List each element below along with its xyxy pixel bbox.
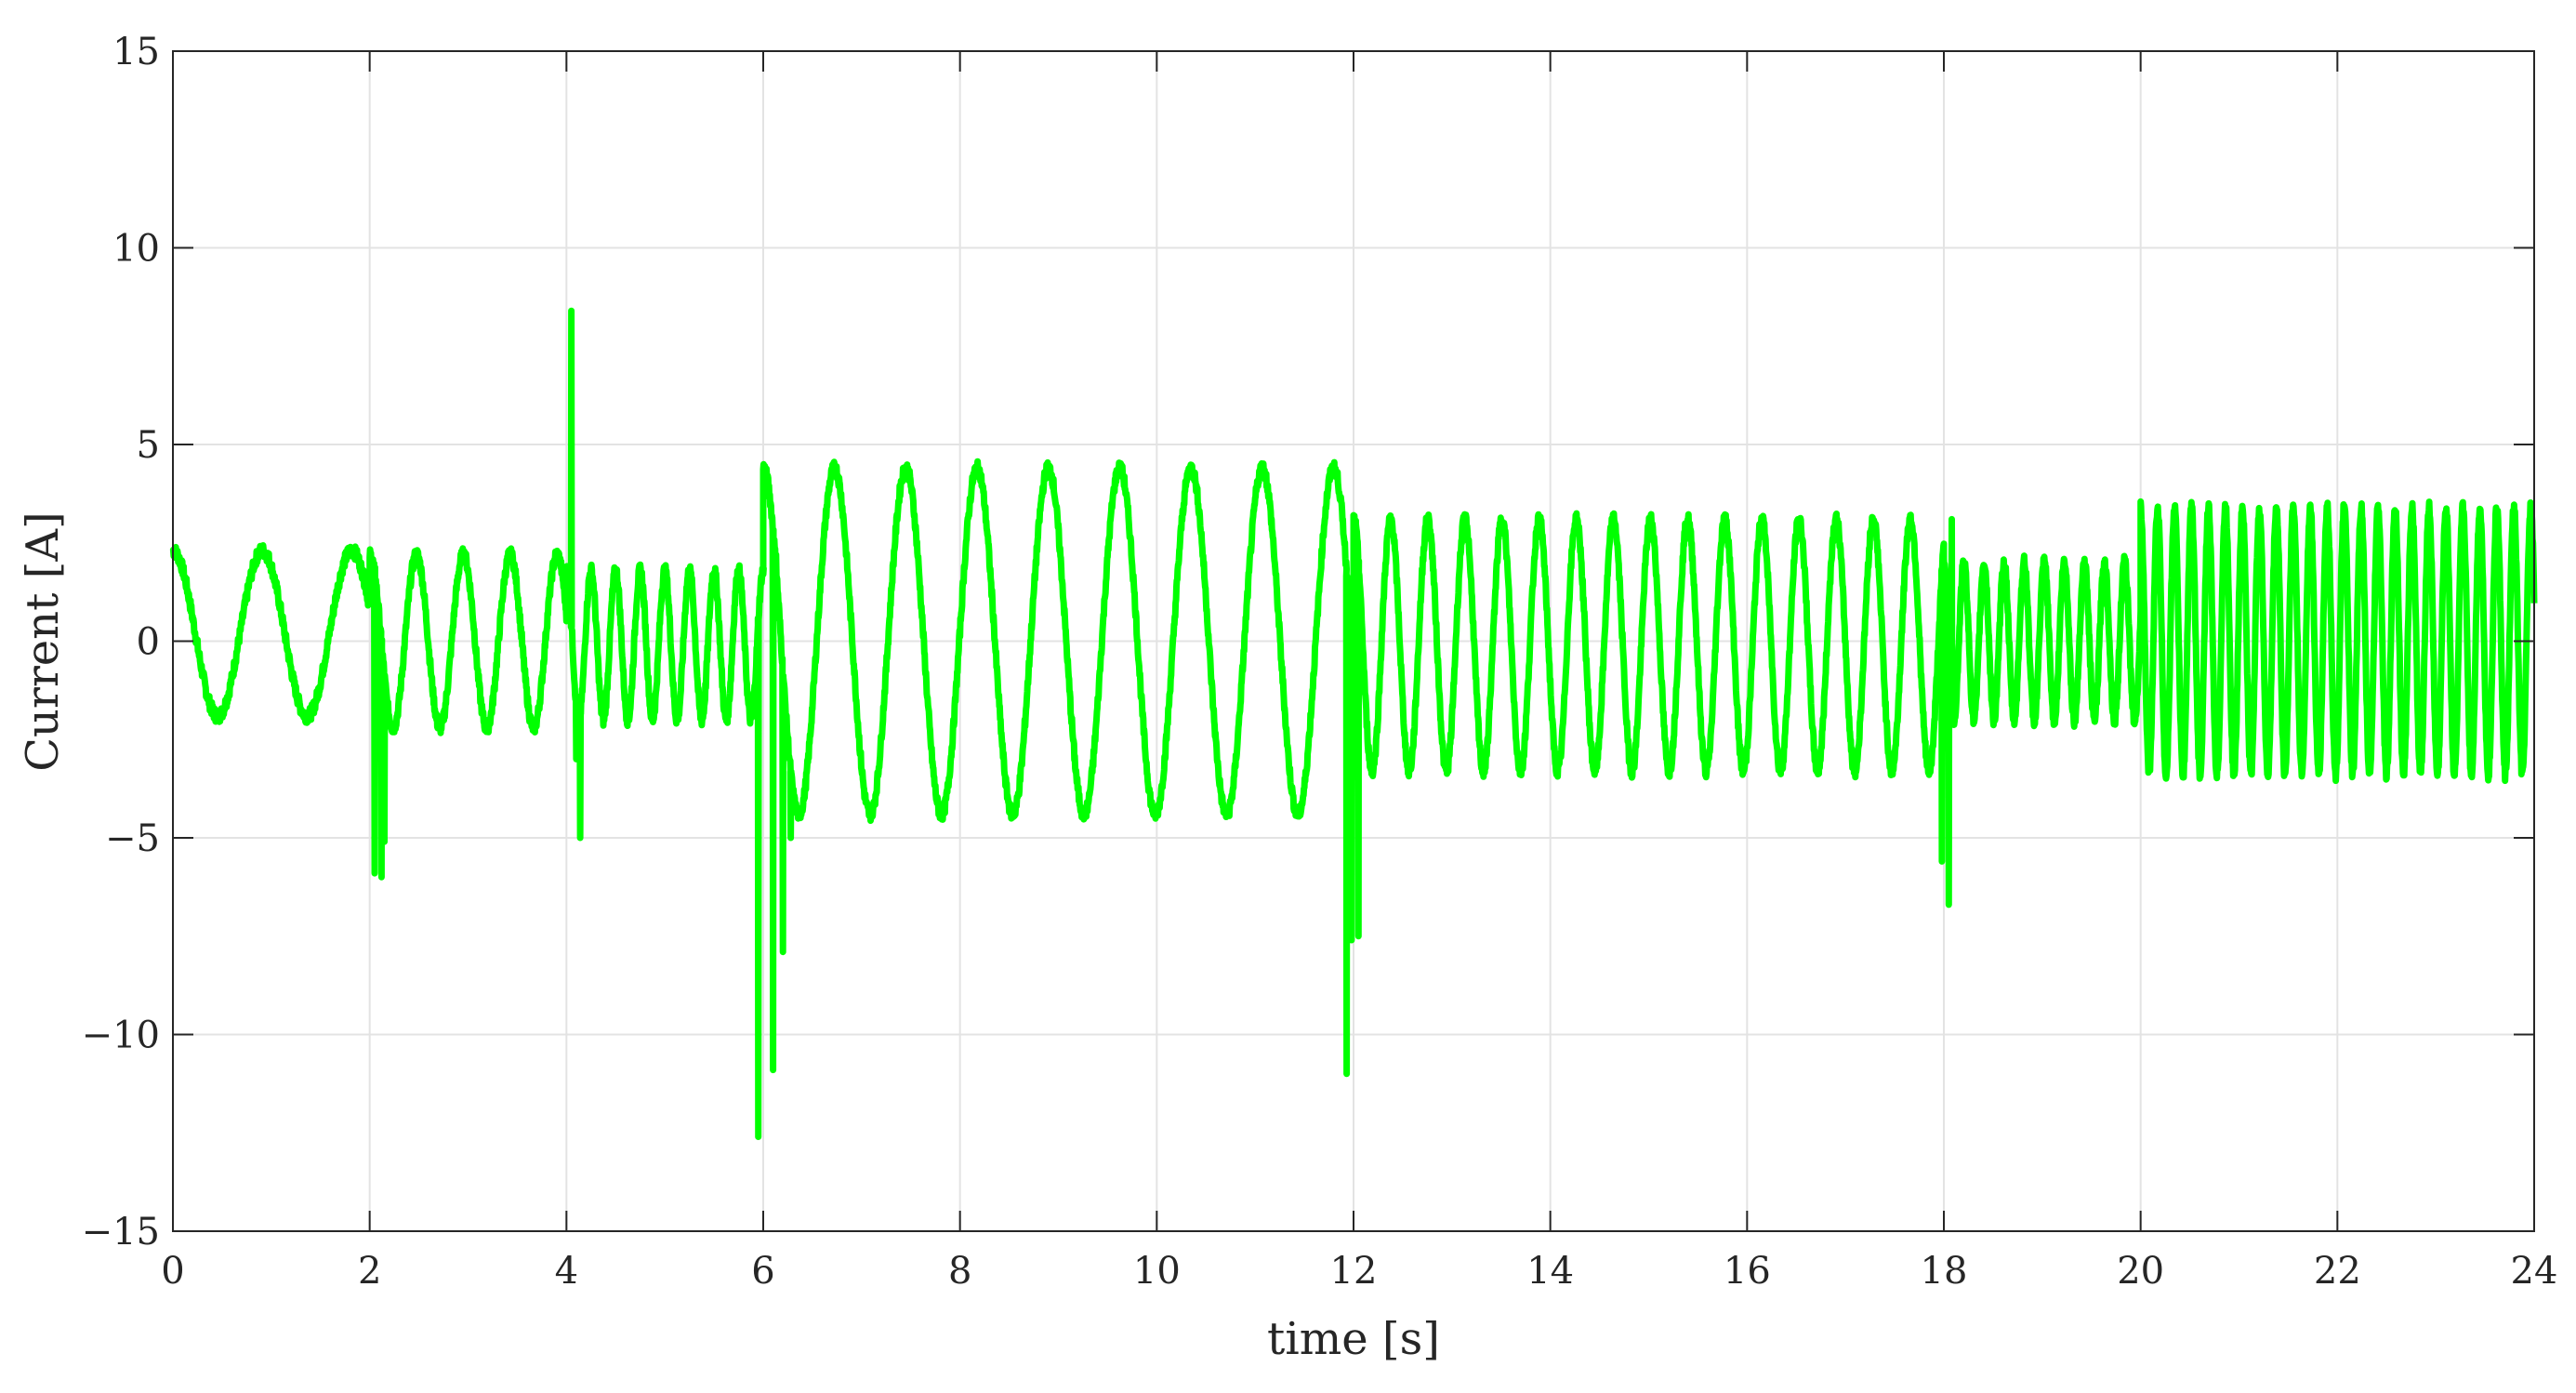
x-tick-label: 12 bbox=[1330, 1250, 1378, 1293]
y-tick-label: −15 bbox=[82, 1211, 160, 1254]
x-tick-label: 10 bbox=[1133, 1250, 1181, 1293]
x-tick-label: 8 bbox=[948, 1250, 971, 1293]
y-tick-label: 10 bbox=[112, 228, 160, 271]
series-layer bbox=[169, 307, 2538, 1140]
x-tick-label: 20 bbox=[2117, 1250, 2164, 1293]
series-line-current bbox=[169, 307, 2538, 1140]
x-tick-label: 16 bbox=[1724, 1250, 1771, 1293]
x-tick-label: 22 bbox=[2314, 1250, 2361, 1293]
x-tick-label: 24 bbox=[2511, 1250, 2558, 1293]
x-tick-label: 6 bbox=[751, 1250, 774, 1293]
y-tick-label: −10 bbox=[82, 1015, 160, 1057]
x-axis-label: time [s] bbox=[1267, 1313, 1440, 1365]
x-tick-label: 14 bbox=[1526, 1250, 1574, 1293]
y-tick-label: −5 bbox=[105, 817, 160, 860]
x-tick-label: 4 bbox=[555, 1250, 578, 1293]
x-tick-label: 18 bbox=[1921, 1250, 1968, 1293]
y-tick-label: 0 bbox=[137, 621, 160, 664]
y-tick-label: 15 bbox=[112, 31, 160, 73]
y-tick-label: 5 bbox=[137, 424, 160, 467]
x-tick-label: 2 bbox=[358, 1250, 381, 1293]
x-tick-label: 0 bbox=[161, 1250, 184, 1293]
axes-frame bbox=[172, 50, 2535, 1232]
y-axis-label: Current [A] bbox=[17, 511, 69, 772]
